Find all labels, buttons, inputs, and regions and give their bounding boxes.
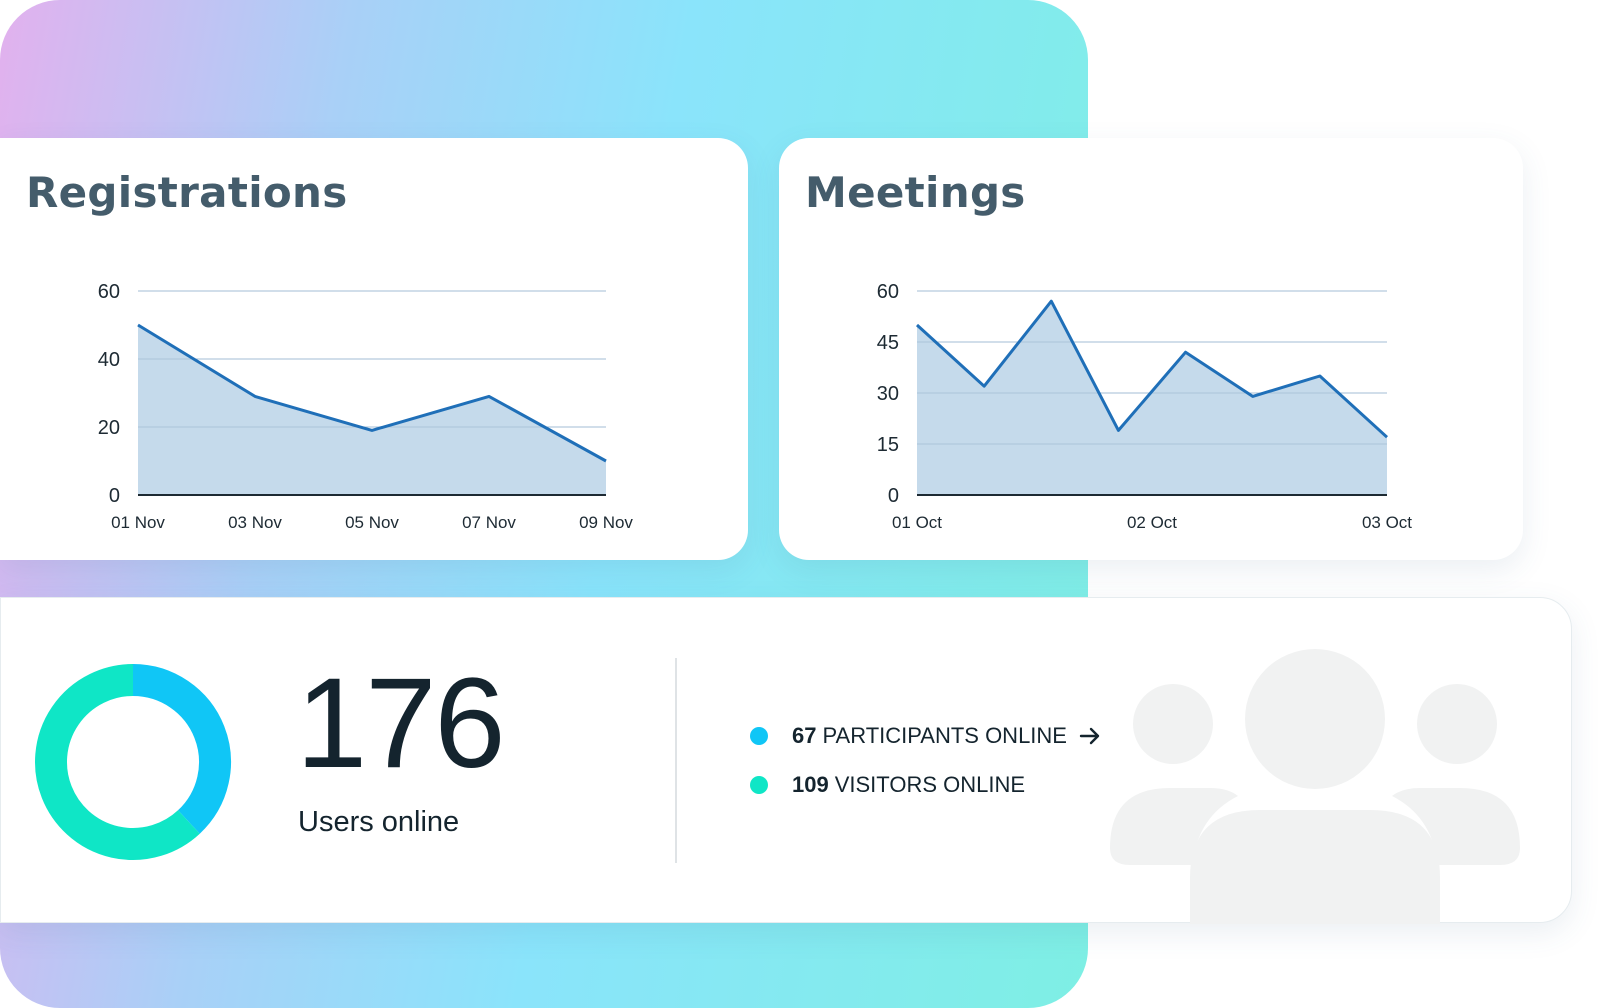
- meetings-y-tick-label: 45: [877, 332, 899, 354]
- registrations-title: Registrations: [26, 168, 348, 217]
- arrow-right-icon[interactable]: [1079, 726, 1101, 746]
- donut-segment: [35, 664, 200, 860]
- participants-label: PARTICIPANTS ONLINE: [822, 723, 1067, 748]
- meetings-x-tick-label: 02 Oct: [1127, 513, 1177, 532]
- visitors-online-row: 109 VISITORS ONLINE: [750, 772, 1025, 798]
- participants-online-row[interactable]: 67 PARTICIPANTS ONLINE: [750, 723, 1101, 749]
- registrations-x-tick-label: 09 Nov: [579, 513, 633, 532]
- meetings-y-tick-label: 30: [877, 383, 899, 405]
- meetings-y-tick-label: 60: [877, 281, 899, 303]
- meetings-x-tick-label: 01 Oct: [892, 513, 942, 532]
- registrations-x-tick-label: 01 Nov: [111, 513, 165, 532]
- users-online-label: Users online: [298, 806, 460, 838]
- meetings-card: Meetings 0 15 30 45 60 01 Oct 02 Oct 03 Oct: [779, 138, 1523, 560]
- participants-dot: [750, 727, 768, 745]
- meetings-x-tick-label: 03 Oct: [1362, 513, 1412, 532]
- visitors-label: VISITORS ONLINE: [834, 772, 1026, 797]
- meetings-y-tick-label: 0: [888, 485, 899, 507]
- registrations-y-tick-label: 60: [98, 281, 120, 303]
- users-online-count: 176: [296, 652, 506, 795]
- participants-count: 67: [792, 723, 817, 748]
- registrations-y-tick-label: 0: [109, 485, 120, 507]
- registrations-area: [138, 325, 606, 495]
- registrations-y-tick-label: 20: [98, 417, 120, 439]
- meetings-title: Meetings: [805, 168, 1026, 217]
- meetings-chart: 0 15 30 45 60 01 Oct 02 Oct 03 Oct: [877, 281, 1413, 532]
- users-donut-chart: [35, 664, 231, 860]
- visitors-dot: [750, 776, 768, 794]
- registrations-x-tick-label: 07 Nov: [462, 513, 516, 532]
- vertical-divider: [675, 658, 677, 863]
- donut-segment: [132, 664, 231, 834]
- registrations-x-tick-label: 03 Nov: [228, 513, 282, 532]
- registrations-x-tick-label: 05 Nov: [345, 513, 399, 532]
- registrations-card: Registrations 0 20 40 60 01 Nov 03 Nov 05 Nov 0…: [0, 138, 748, 560]
- meetings-line: [915, 299, 1389, 439]
- registrations-y-tick-label: 40: [98, 349, 120, 371]
- meetings-y-tick-label: 15: [877, 434, 899, 456]
- users-group-icon: [1110, 649, 1520, 924]
- meetings-area: [917, 301, 1387, 495]
- registrations-chart: 0 20 40 60 01 Nov 03 Nov 05 Nov 07 Nov 09 Nov: [98, 281, 634, 532]
- visitors-count: 109: [792, 772, 829, 797]
